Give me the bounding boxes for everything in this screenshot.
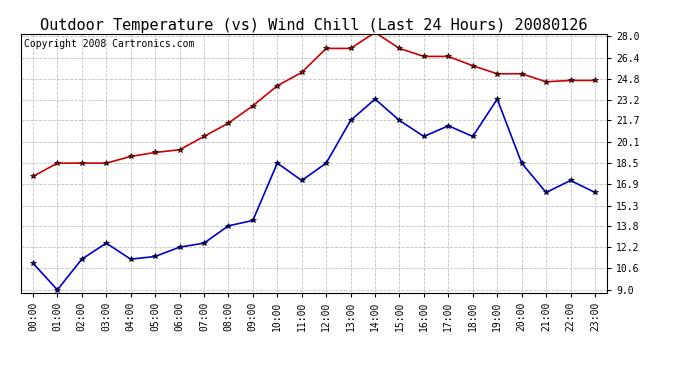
Title: Outdoor Temperature (vs) Wind Chill (Last 24 Hours) 20080126: Outdoor Temperature (vs) Wind Chill (Las… — [40, 18, 588, 33]
Text: Copyright 2008 Cartronics.com: Copyright 2008 Cartronics.com — [23, 39, 194, 49]
